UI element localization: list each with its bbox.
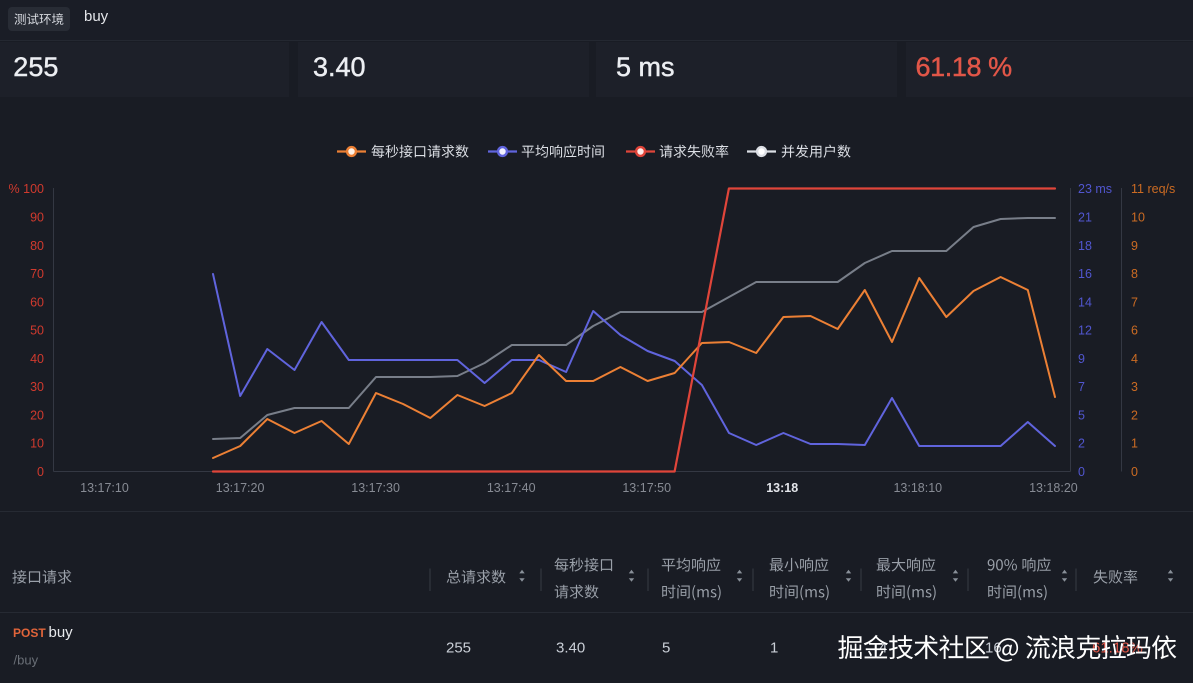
svg-text:10: 10 — [1131, 211, 1145, 225]
svg-text:255: 255 — [446, 640, 471, 657]
svg-text:4: 4 — [879, 640, 887, 657]
svg-text:18: 18 — [1078, 239, 1092, 253]
svg-text:13:17:30: 13:17:30 — [351, 481, 400, 495]
svg-text:/buy: /buy — [14, 652, 39, 667]
svg-text:5: 5 — [1078, 408, 1085, 422]
svg-text:% 100: % 100 — [9, 182, 44, 196]
svg-text:13:18:10: 13:18:10 — [893, 481, 942, 495]
svg-text:50: 50 — [30, 324, 44, 338]
svg-text:12: 12 — [1078, 324, 1092, 338]
svg-text:buy: buy — [49, 624, 74, 641]
svg-text:9: 9 — [1078, 352, 1085, 366]
svg-text:0: 0 — [37, 465, 44, 479]
svg-text:6: 6 — [1131, 324, 1138, 338]
svg-text:3.40: 3.40 — [556, 640, 585, 657]
svg-text:13:17:10: 13:17:10 — [80, 481, 129, 495]
svg-text:POST: POST — [13, 626, 46, 640]
svg-text:13:17:40: 13:17:40 — [487, 481, 536, 495]
svg-text:7: 7 — [1078, 380, 1085, 394]
svg-text:61.18%: 61.18% — [1092, 640, 1143, 657]
svg-text:13:17:50: 13:17:50 — [622, 481, 671, 495]
svg-text:10: 10 — [30, 437, 44, 451]
svg-text:0: 0 — [1078, 465, 1085, 479]
svg-text:8: 8 — [1131, 267, 1138, 281]
svg-text:1: 1 — [770, 640, 778, 657]
svg-text:23 ms: 23 ms — [1078, 182, 1112, 196]
svg-text:16: 16 — [1078, 267, 1092, 281]
svg-text:13:18: 13:18 — [766, 481, 798, 495]
svg-text:21: 21 — [1078, 211, 1092, 225]
svg-text:20: 20 — [30, 408, 44, 422]
svg-text:5: 5 — [662, 640, 670, 657]
svg-text:7: 7 — [1131, 295, 1138, 309]
svg-text:9: 9 — [1131, 239, 1138, 253]
svg-text:16: 16 — [985, 640, 1002, 657]
svg-text:0: 0 — [1131, 465, 1138, 479]
svg-text:90: 90 — [30, 211, 44, 225]
svg-text:14: 14 — [1078, 295, 1092, 309]
svg-text:70: 70 — [30, 267, 44, 281]
svg-text:2: 2 — [1078, 437, 1085, 451]
svg-text:11 req/s: 11 req/s — [1131, 182, 1175, 196]
svg-text:1: 1 — [1131, 437, 1138, 451]
svg-text:30: 30 — [30, 380, 44, 394]
svg-text:2: 2 — [1131, 408, 1138, 422]
svg-text:13:18:20: 13:18:20 — [1029, 481, 1078, 495]
svg-text:13:17:20: 13:17:20 — [216, 481, 265, 495]
svg-text:60: 60 — [30, 295, 44, 309]
svg-text:4: 4 — [1131, 352, 1138, 366]
svg-text:40: 40 — [30, 352, 44, 366]
svg-text:3: 3 — [1131, 380, 1138, 394]
svg-text:80: 80 — [30, 239, 44, 253]
